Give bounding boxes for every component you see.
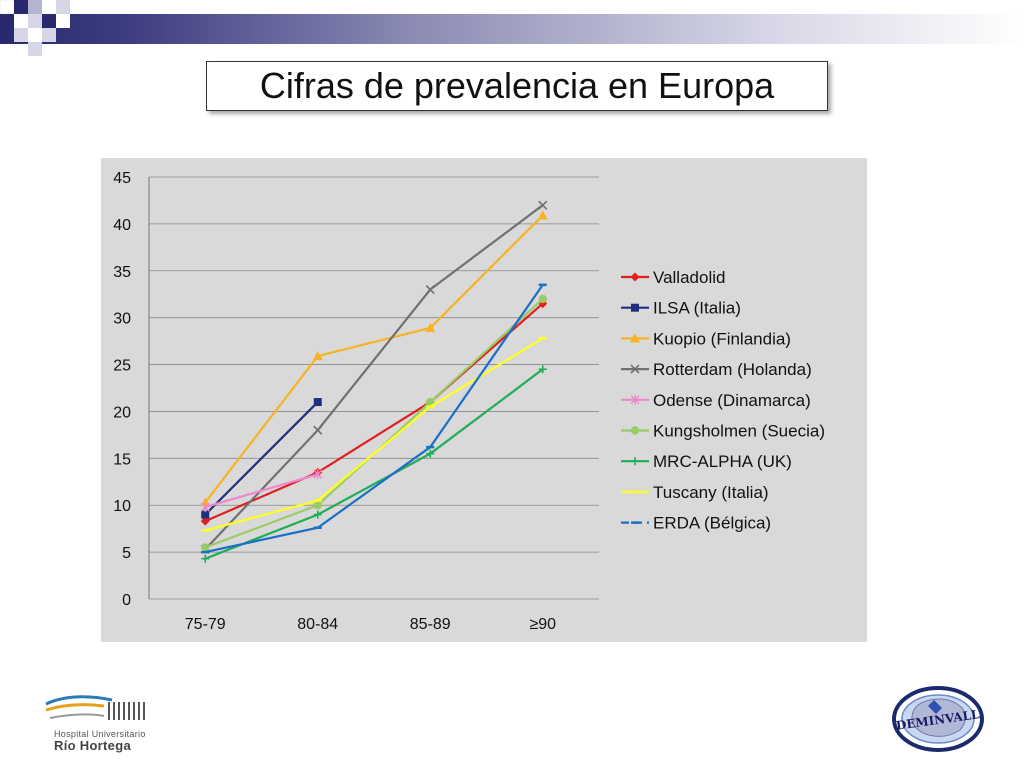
series-lines: [200, 200, 548, 563]
header-band: [0, 14, 1024, 44]
y-tick-label: 35: [113, 264, 131, 281]
series-8: [201, 283, 547, 554]
slide-title-box: Cifras de prevalencia en Europa: [206, 61, 828, 111]
hospital-logo-line2: Río Hortega: [54, 738, 131, 753]
data-point: [425, 284, 435, 295]
x-tick-label: ≥90: [529, 616, 556, 633]
y-tick-label: 0: [122, 592, 131, 609]
legend-label: Valladolid: [653, 268, 725, 287]
data-point: [538, 365, 547, 374]
data-point: [313, 425, 323, 435]
legend-label: Rotterdam (Holanda): [653, 360, 812, 379]
data-point: [426, 397, 435, 407]
legend-label: ILSA (Italia): [653, 299, 741, 318]
y-tick-label: 25: [113, 358, 131, 375]
data-point: [630, 426, 640, 435]
axes: 0 5 10 15 20 25 30 35 40 45 75-79 80-84 85-89 ≥90: [113, 170, 556, 633]
data-point: [200, 516, 210, 526]
legend-label: MRC-ALPHA (UK): [653, 452, 792, 471]
y-tick-label: 30: [113, 311, 131, 328]
series-line: [204, 337, 544, 532]
legend-item: Rotterdam (Holanda): [621, 360, 812, 379]
data-point: [630, 272, 640, 282]
deminvall-logo: DEMINVALL: [892, 686, 984, 752]
y-tick-label: 10: [113, 498, 131, 515]
legend-item: Kungsholmen (Suecia): [621, 422, 825, 441]
legend-label: ERDA (Bélgica): [653, 514, 771, 533]
series-line: [204, 302, 544, 523]
x-tick-label: 75-79: [185, 616, 226, 633]
y-tick-label: 45: [113, 170, 131, 187]
chart-panel: 0 5 10 15 20 25 30 35 40 45 75-79 80-84 85-89 ≥90 Val…: [101, 158, 867, 642]
line-chart: 0 5 10 15 20 25 30 35 40 45 75-79 80-84 85-89 ≥90 Val…: [113, 170, 825, 633]
x-tick-label: 80-84: [297, 616, 338, 633]
data-point: [538, 200, 548, 210]
series-4: [200, 469, 323, 513]
series-7: [201, 337, 547, 532]
legend-item: ILSA (Italia): [621, 299, 741, 318]
data-point: [312, 351, 323, 361]
decorative-squares: [0, 0, 70, 56]
legend-item: Kuopio (Finlandia): [621, 329, 791, 348]
data-point: [201, 510, 210, 519]
legend: Valladolid ILSA (Italia) Kuopio (Finlandia…: [621, 268, 825, 533]
data-point: [313, 501, 322, 510]
series-line: [204, 214, 544, 504]
hospital-logo-mark-icon: [45, 695, 145, 720]
data-point: [313, 398, 322, 407]
data-point: [631, 457, 639, 466]
data-point: [537, 210, 548, 220]
y-tick-label: 40: [113, 217, 131, 234]
series-line: [205, 284, 544, 554]
data-point: [426, 449, 435, 458]
data-point: [200, 502, 210, 513]
slide-title: Cifras de prevalencia en Europa: [259, 65, 775, 106]
legend-item: Valladolid: [621, 268, 725, 287]
legend-label: Tuscany (Italia): [653, 483, 769, 502]
series-line: [204, 204, 544, 551]
legend-item: ERDA (Bélgica): [621, 514, 771, 533]
series-line: [204, 298, 544, 549]
data-point: [313, 510, 322, 519]
data-point: [425, 322, 436, 332]
series-line: [204, 473, 319, 509]
legend-label: Odense (Dinamarca): [653, 391, 811, 410]
hospital-logo-line1: Hospital Universitario: [54, 729, 146, 739]
y-tick-label: 20: [113, 404, 131, 421]
legend-label: Kungsholmen (Suecia): [653, 422, 825, 441]
series-0: [200, 299, 548, 526]
grid-lines: [149, 176, 599, 600]
series-1: [201, 398, 322, 519]
series-5: [201, 294, 547, 552]
y-tick-label: 15: [113, 451, 131, 468]
series-2: [200, 210, 548, 507]
legend-item: MRC-ALPHA (UK): [621, 452, 792, 471]
series-line: [204, 401, 319, 516]
legend-label: Kuopio (Finlandia): [653, 329, 791, 348]
x-tick-label: 85-89: [410, 616, 451, 633]
data-point: [201, 543, 210, 552]
y-tick-label: 5: [122, 545, 131, 562]
legend-item: Odense (Dinamarca): [621, 391, 811, 410]
data-point: [630, 394, 640, 405]
data-point: [538, 294, 547, 304]
data-point: [631, 303, 639, 312]
data-point: [201, 554, 210, 563]
data-point: [313, 469, 323, 480]
data-point: [630, 333, 640, 343]
series-line: [204, 368, 544, 560]
series-6: [201, 365, 547, 563]
legend-item: Tuscany (Italia): [621, 483, 769, 502]
data-point: [630, 364, 640, 374]
hospital-logo: Hospital Universitario Río Hortega: [42, 690, 202, 760]
